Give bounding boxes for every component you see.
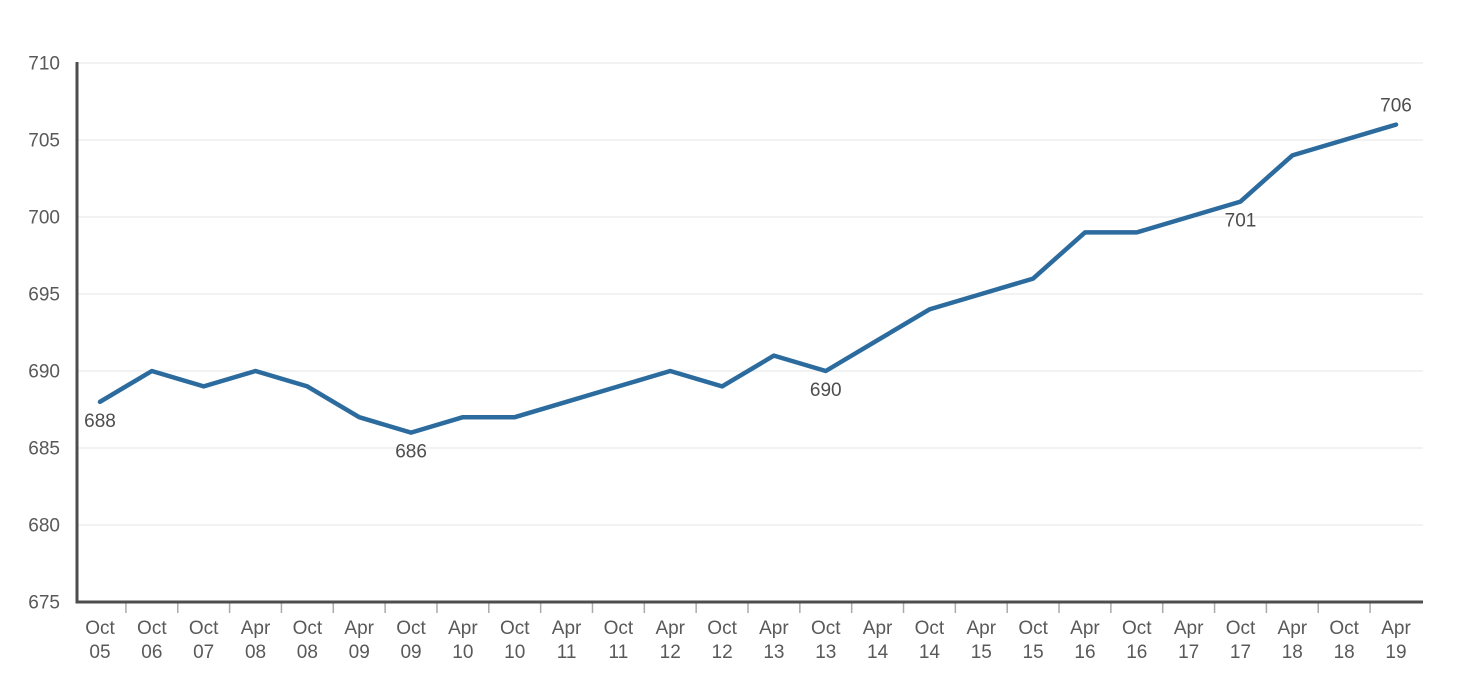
x-axis-label-year: 10 (452, 642, 473, 663)
x-axis-label-month: Oct (500, 618, 530, 639)
x-axis-label-year: 19 (1385, 642, 1406, 663)
x-axis-label-month: Oct (85, 618, 115, 639)
x-axis-label-month: Apr (966, 618, 996, 639)
x-axis-label-month: Apr (448, 618, 478, 639)
x-axis-label-year: 08 (245, 642, 266, 663)
x-axis-label-year: 15 (1023, 642, 1044, 663)
x-axis-label-year: 12 (712, 642, 733, 663)
y-axis-label: 710 (28, 54, 60, 75)
y-axis-label: 705 (28, 131, 60, 152)
x-axis-label-year: 13 (763, 642, 784, 663)
x-axis-label-month: Oct (604, 618, 634, 639)
x-axis-label-year: 14 (867, 642, 889, 663)
x-axis-label-year: 08 (297, 642, 318, 663)
x-axis-label-year: 11 (609, 642, 629, 663)
x-axis-label-month: Apr (344, 618, 374, 639)
data-series-line (97, 122, 1399, 435)
data-point-label: 690 (810, 380, 842, 401)
x-axis-label-month: Oct (915, 618, 945, 639)
y-axis-label: 680 (28, 516, 60, 537)
x-axis-label-year: 12 (660, 642, 681, 663)
x-axis-label-month: Apr (1381, 618, 1411, 639)
x-axis-label-year: 16 (1126, 642, 1147, 663)
x-axis-label-year: 16 (1074, 642, 1095, 663)
y-axis-label: 690 (28, 362, 60, 383)
x-axis-label-month: Oct (1122, 618, 1152, 639)
x-axis-label-month: Apr (759, 618, 789, 639)
x-axis-label-month: Oct (293, 618, 323, 639)
x-axis-label-year: 05 (89, 642, 110, 663)
x-axis-label-month: Apr (655, 618, 685, 639)
x-axis-label-month: Apr (552, 618, 582, 639)
x-axis-label-month: Oct (396, 618, 426, 639)
x-axis-label-month: Apr (1174, 618, 1204, 639)
x-axis-label-month: Oct (707, 618, 737, 639)
x-axis-label-month: Oct (1226, 618, 1256, 639)
x-axis-label-year: 10 (504, 642, 525, 663)
x-axis-label-month: Apr (1070, 618, 1100, 639)
x-axis-label-year: 14 (919, 642, 941, 663)
x-axis-label-month: Apr (241, 618, 271, 639)
y-axis-label: 695 (28, 285, 60, 306)
x-axis-label-year: 09 (349, 642, 370, 663)
x-axis-label-month: Oct (1018, 618, 1048, 639)
x-axis-label-year: 09 (400, 642, 421, 663)
x-axis-label-year: 18 (1334, 642, 1355, 663)
x-axis-label-year: 07 (193, 642, 214, 663)
data-point-label: 701 (1225, 211, 1257, 232)
x-axis-label-month: Apr (1278, 618, 1308, 639)
x-axis-label-year: 17 (1230, 642, 1251, 663)
x-axis-label-month: Oct (811, 618, 841, 639)
x-axis-label-year: 17 (1178, 642, 1199, 663)
y-axis-label: 675 (28, 593, 60, 614)
x-axis-label-year: 13 (815, 642, 836, 663)
x-axis-label-year: 15 (971, 642, 992, 663)
x-axis-label-month: Oct (1329, 618, 1359, 639)
x-axis-label-month: Oct (189, 618, 219, 639)
x-axis-label-year: 06 (141, 642, 162, 663)
data-point-label: 688 (84, 411, 116, 432)
y-axis-label: 700 (28, 208, 60, 229)
data-point-label: 706 (1380, 96, 1412, 117)
x-axis-label-year: 18 (1282, 642, 1303, 663)
x-axis-label-year: 11 (557, 642, 577, 663)
x-axis-label-month: Oct (137, 618, 167, 639)
y-axis-label: 685 (28, 439, 60, 460)
data-point-label: 686 (395, 442, 427, 463)
x-axis-label-month: Apr (863, 618, 893, 639)
